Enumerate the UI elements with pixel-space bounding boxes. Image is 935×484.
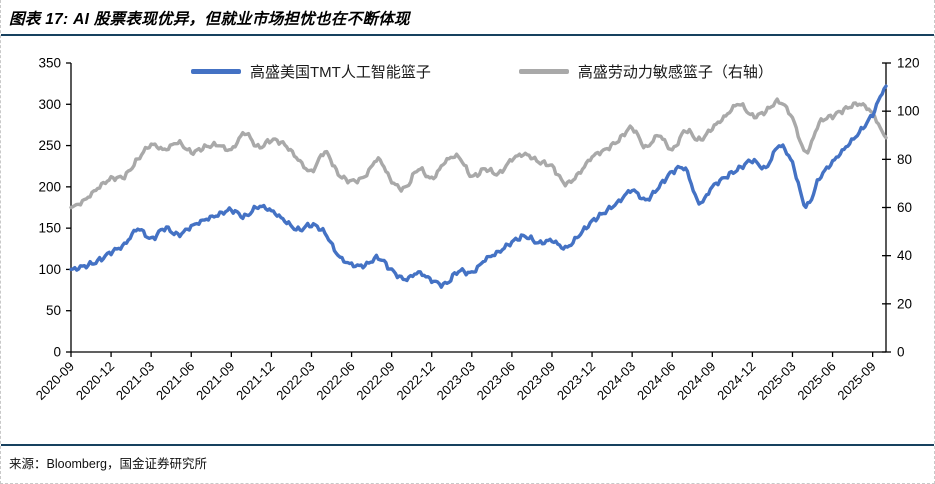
footer-divider — [1, 444, 934, 446]
svg-text:200: 200 — [38, 179, 61, 194]
svg-text:40: 40 — [897, 248, 912, 263]
svg-text:100: 100 — [38, 262, 61, 277]
svg-text:2021-12: 2021-12 — [233, 359, 277, 403]
title-divider — [1, 34, 934, 36]
legend-label-ai-basket: 高盛美国TMT人工智能篮子 — [250, 64, 431, 81]
svg-text:2021-09: 2021-09 — [193, 359, 237, 403]
figure-title: 图表 17: AI 股票表现优异，但就业市场担忧也在不断体现 — [9, 11, 410, 28]
legend-item-ai-basket: 高盛美国TMT人工智能篮子 — [191, 61, 431, 82]
svg-text:350: 350 — [38, 56, 61, 71]
svg-text:2022-03: 2022-03 — [273, 359, 317, 403]
svg-text:80: 80 — [897, 152, 912, 167]
svg-text:50: 50 — [46, 303, 61, 318]
svg-text:2023-06: 2023-06 — [474, 359, 518, 403]
svg-text:0: 0 — [897, 345, 905, 360]
svg-text:2024-09: 2024-09 — [674, 359, 718, 403]
svg-text:2021-03: 2021-03 — [113, 359, 157, 403]
svg-text:2023-12: 2023-12 — [554, 359, 598, 403]
svg-text:2025-03: 2025-03 — [754, 359, 798, 403]
svg-text:2022-12: 2022-12 — [394, 359, 438, 403]
svg-text:2023-09: 2023-09 — [514, 359, 558, 403]
svg-text:60: 60 — [897, 200, 912, 215]
line-chart: 0 50 100 150 200 250 300 350 0 20 40 60 80 100 120 2020… — [33, 56, 920, 403]
svg-text:2020-12: 2020-12 — [73, 359, 117, 403]
svg-text:100: 100 — [897, 104, 920, 119]
svg-text:2025-06: 2025-06 — [794, 359, 838, 403]
legend-label-labor-basket: 高盛劳动力敏感篮子（右轴） — [577, 64, 773, 81]
svg-text:120: 120 — [897, 56, 920, 71]
svg-text:250: 250 — [38, 138, 61, 153]
svg-text:2024-12: 2024-12 — [714, 359, 758, 403]
legend-swatch-gray — [518, 69, 569, 74]
svg-text:2025-09: 2025-09 — [834, 359, 878, 403]
chart-area: 0 50 100 150 200 250 300 350 0 20 40 60 80 100 120 2020… — [1, 37, 934, 442]
source-note: 来源：Bloomberg，国金证券研究所 — [9, 457, 207, 471]
svg-text:2024-03: 2024-03 — [594, 359, 638, 403]
chart-legend: 高盛美国TMT人工智能篮子 高盛劳动力敏感篮子（右轴） — [191, 61, 773, 82]
svg-text:2020-09: 2020-09 — [33, 359, 77, 403]
legend-item-labor-basket: 高盛劳动力敏感篮子（右轴） — [518, 61, 773, 82]
svg-text:2023-03: 2023-03 — [434, 359, 478, 403]
svg-text:0: 0 — [53, 345, 61, 360]
svg-text:20: 20 — [897, 296, 912, 311]
svg-text:2022-09: 2022-09 — [353, 359, 397, 403]
svg-text:150: 150 — [38, 221, 61, 236]
svg-text:2021-06: 2021-06 — [153, 359, 197, 403]
svg-text:2022-06: 2022-06 — [313, 359, 357, 403]
svg-text:300: 300 — [38, 97, 61, 112]
legend-swatch-blue — [191, 69, 241, 74]
svg-text:2024-06: 2024-06 — [634, 359, 678, 403]
